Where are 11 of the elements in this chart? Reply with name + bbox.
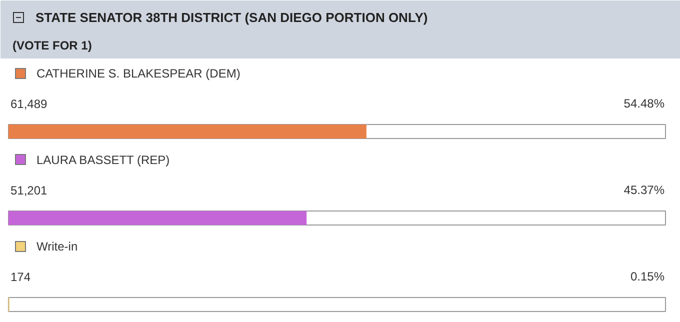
chart-title: STATE SENATOR 38TH DISTRICT (SAN DIEGO PORTION ONLY) bbox=[36, 10, 428, 25]
annotation: 61,489 bbox=[10, 97, 48, 111]
y-tick-label: Write-in bbox=[36, 240, 78, 254]
chart-subtitle: (VOTE FOR 1) bbox=[12, 38, 92, 52]
data-label: 54.48% bbox=[624, 96, 665, 110]
annotation: 51,201 bbox=[10, 184, 48, 198]
data-label: 45.37% bbox=[624, 183, 665, 197]
y-tick-label: LAURA BASSETT (REP) bbox=[36, 153, 170, 167]
y-tick-label: CATHERINE S. BLAKESPEAR (DEM) bbox=[36, 66, 240, 80]
data-label: 0.15% bbox=[630, 270, 665, 284]
annotation: 174 bbox=[10, 270, 31, 284]
